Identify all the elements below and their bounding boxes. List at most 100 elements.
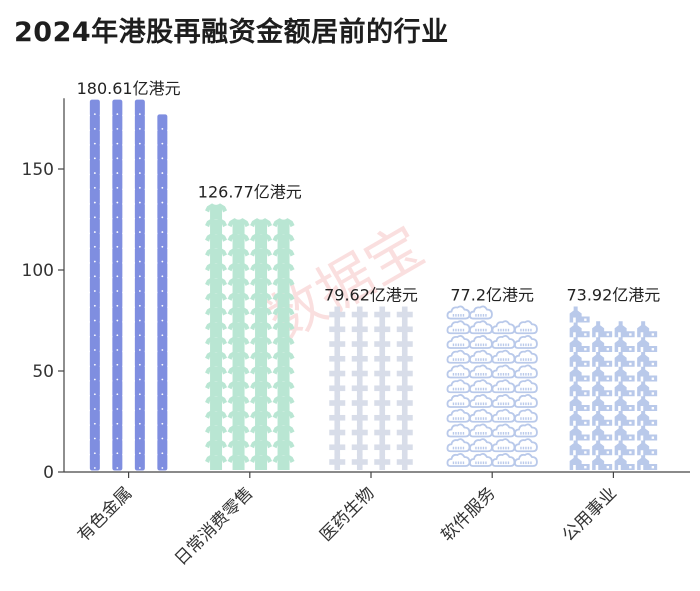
phone-icon (89, 114, 100, 132)
cross-icon (396, 409, 413, 426)
data-label: 77.2亿港元 (450, 286, 534, 305)
cloud-icon (491, 335, 516, 349)
building-icon (592, 350, 613, 367)
tshirt-icon (272, 277, 295, 294)
phone-icon (157, 291, 168, 309)
cloud-icon (446, 408, 471, 423)
tshirt-icon (227, 395, 250, 412)
tshirt-icon (205, 365, 228, 382)
phone-icon (134, 99, 145, 117)
building-icon (592, 424, 613, 441)
tshirt-icon (227, 454, 250, 470)
cross-icon (374, 395, 391, 412)
cross-icon (396, 350, 413, 367)
building-icon (637, 424, 658, 441)
tshirt-icon (250, 218, 273, 235)
tshirt-icon (250, 380, 273, 397)
building-icon (569, 336, 590, 353)
phone-icon (134, 409, 145, 427)
tshirt-icon (250, 306, 273, 323)
building-icon (637, 380, 658, 397)
phone-icon (157, 129, 168, 147)
x-tick-label: 公用事业 (559, 483, 621, 545)
cloud-icon (491, 349, 516, 364)
cloud-icon (446, 364, 471, 379)
cloud-icon (514, 364, 538, 379)
building-icon (569, 365, 590, 382)
cross-icon (329, 350, 346, 367)
building-icon (637, 321, 658, 338)
cross-icon (329, 321, 346, 338)
phone-icon (134, 247, 145, 265)
cross-icon (329, 365, 346, 382)
phone-icon (134, 202, 145, 220)
tshirt-icon (272, 336, 295, 353)
phone-icon (89, 158, 100, 176)
phone-icon (157, 247, 168, 265)
tshirt-icon (272, 232, 295, 249)
phone-icon (89, 217, 100, 235)
phone-icon (89, 232, 100, 250)
phone-icon (89, 350, 100, 368)
phone-icon (134, 306, 145, 324)
cloud-icon (469, 408, 493, 423)
phone-icon (112, 143, 123, 161)
phone-icon (134, 276, 145, 294)
tshirt-icon (272, 218, 295, 235)
phone-icon (134, 217, 145, 235)
building-icon (614, 409, 635, 426)
cloud-icon (514, 335, 538, 349)
phone-icon (134, 261, 145, 279)
tshirt-icon (227, 218, 250, 235)
tshirt-icon (205, 247, 228, 264)
phone-icon (157, 143, 168, 161)
tshirt-icon (205, 277, 228, 294)
building-icon (592, 395, 613, 412)
phone-icon (157, 232, 168, 250)
y-tick-label: 100 (22, 261, 54, 281)
cloud-icon (446, 320, 471, 335)
tshirt-icon (227, 365, 250, 382)
bar-2 (205, 203, 295, 470)
cloud-icon (514, 423, 538, 438)
phone-icon (157, 306, 168, 324)
tshirt-icon (205, 380, 228, 397)
cloud-icon (469, 364, 493, 379)
tshirt-icon (227, 409, 250, 426)
cross-icon (396, 395, 413, 412)
phone-icon (134, 365, 145, 383)
tshirt-icon (205, 454, 228, 470)
cloud-icon (469, 438, 493, 453)
tshirt-icon (250, 232, 273, 249)
tshirt-icon (227, 336, 250, 353)
tshirt-icon (272, 424, 295, 441)
bar-5 (569, 306, 658, 470)
phone-icon (112, 306, 123, 324)
phone-icon (134, 424, 145, 442)
cloud-icon (491, 438, 516, 453)
tshirt-icon (272, 454, 295, 470)
cloud-icon (514, 408, 538, 423)
phone-icon (112, 232, 123, 250)
phone-icon (134, 188, 145, 206)
chart-title: 2024年港股再融资金额居前的行业 (14, 17, 449, 48)
phone-icon (89, 247, 100, 265)
cross-icon (374, 306, 391, 323)
building-icon (637, 350, 658, 367)
phone-icon (89, 453, 100, 471)
cloud-icon (469, 349, 493, 364)
cloud-icon (446, 379, 471, 394)
phone-icon (89, 291, 100, 309)
cross-icon (374, 454, 391, 470)
cross-icon (329, 439, 346, 456)
building-icon (637, 409, 658, 426)
phone-icon (157, 188, 168, 206)
cross-icon (351, 395, 368, 412)
phone-icon (89, 173, 100, 191)
tshirt-icon (205, 232, 228, 249)
phone-icon (134, 291, 145, 309)
cross-icon (329, 454, 346, 470)
cloud-icon (491, 452, 516, 467)
cross-icon (329, 409, 346, 426)
phone-icon (112, 99, 123, 117)
